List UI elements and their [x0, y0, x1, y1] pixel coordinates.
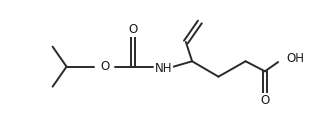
Text: O: O [100, 60, 109, 73]
Text: NH: NH [155, 62, 172, 75]
Text: O: O [260, 94, 270, 107]
Text: O: O [129, 23, 138, 36]
Text: OH: OH [287, 52, 305, 65]
